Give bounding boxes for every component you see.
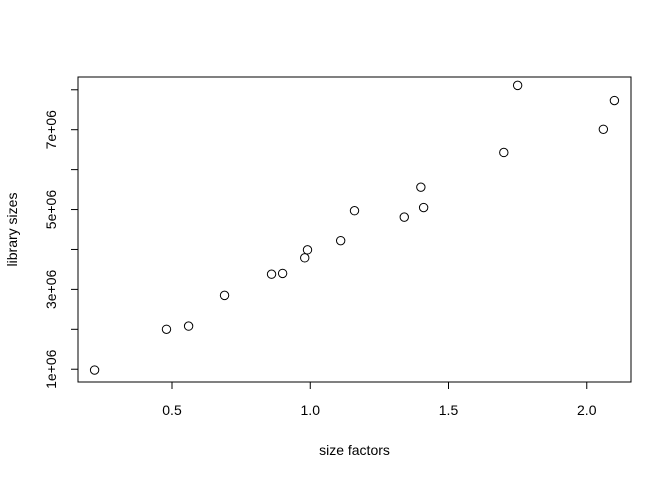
data-point	[300, 253, 310, 263]
y-tick-label: 5e+06	[43, 190, 59, 230]
data-point	[302, 245, 313, 255]
y-tick-label: 7e+06	[43, 110, 59, 150]
data-point	[499, 147, 509, 158]
data-point	[89, 365, 100, 375]
data-point	[266, 269, 277, 279]
x-tick-label: 0.5	[162, 402, 182, 418]
y-axis-label: library sizes	[4, 193, 20, 267]
data-point	[512, 80, 523, 91]
data-point	[161, 324, 172, 335]
data-point	[418, 202, 429, 213]
plot-frame	[77, 76, 632, 383]
data-point	[399, 212, 409, 222]
data-point	[219, 290, 230, 301]
data-point	[598, 124, 609, 134]
y-tick-label: 3e+06	[43, 270, 59, 310]
x-tick-label: 1.0	[301, 402, 321, 418]
data-point	[277, 268, 288, 279]
data-point	[183, 321, 194, 331]
data-point	[349, 206, 360, 216]
data-point	[335, 235, 346, 246]
data-points	[89, 80, 620, 375]
x-tick-label: 2.0	[577, 402, 597, 418]
data-point	[416, 182, 426, 192]
x-tick-label: 1.5	[439, 402, 459, 418]
y-tick-label: 1e+06	[43, 349, 59, 389]
x-axis: 0.5 1.0 1.5 2.0	[162, 382, 597, 418]
data-point	[609, 95, 620, 106]
y-axis: 1e+06 3e+06 5e+06 7e+06	[43, 89, 78, 389]
x-axis-label: size factors	[319, 442, 390, 458]
